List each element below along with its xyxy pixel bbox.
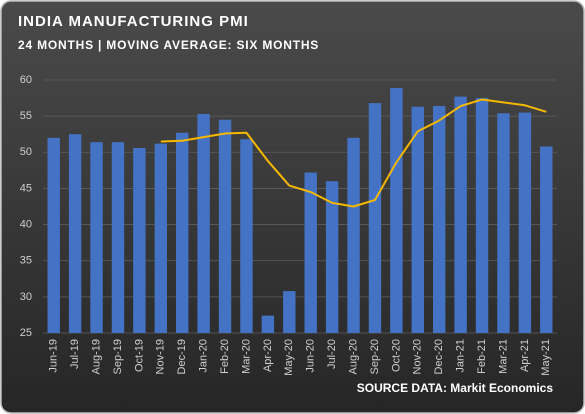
- y-tick-label: 60: [20, 74, 32, 86]
- bar: [261, 315, 275, 333]
- x-tick-label: Nov-20: [412, 339, 424, 374]
- bar: [390, 87, 403, 333]
- x-tick-label: Dec-19: [176, 339, 188, 374]
- bar: [133, 147, 146, 333]
- x-tick-label: Jan-21: [455, 339, 467, 373]
- x-tick-label: Apr-20: [262, 339, 274, 372]
- x-tick-label: Jun-20: [305, 339, 317, 373]
- x-tick-label: Jul-19: [69, 339, 81, 369]
- x-tick-label: Jul-20: [326, 339, 338, 369]
- bar: [154, 143, 168, 333]
- x-tick-label: Sep-19: [112, 339, 124, 374]
- x-tick-label: Jun-19: [48, 339, 60, 373]
- x-tick-label: Aug-20: [347, 339, 359, 374]
- bar: [283, 291, 296, 333]
- bar: [347, 137, 360, 333]
- x-tick-label: Mar-21: [497, 339, 509, 374]
- x-tick-label: Nov-19: [155, 339, 167, 374]
- x-tick-label: Dec-20: [433, 339, 445, 374]
- y-tick-label: 55: [20, 110, 32, 122]
- x-tick-label: Oct-20: [390, 339, 402, 372]
- bar: [325, 181, 339, 333]
- x-tick-label: Sep-20: [369, 339, 381, 374]
- chart-title: INDIA MANUFACTURING PMI: [18, 13, 249, 30]
- x-tick-label: Feb-21: [476, 339, 488, 374]
- bar: [218, 119, 232, 333]
- bar: [475, 98, 489, 333]
- bar: [47, 137, 60, 333]
- bar: [197, 113, 210, 333]
- y-tick-label: 25: [20, 327, 32, 339]
- bar: [411, 106, 425, 333]
- x-tick-label: Oct-19: [133, 339, 145, 372]
- y-tick-label: 30: [20, 291, 32, 303]
- x-tick-label: Apr-21: [519, 339, 531, 372]
- bar: [240, 139, 253, 333]
- x-tick-label: Feb-20: [219, 339, 231, 374]
- x-tick-label: Jan-20: [198, 339, 210, 373]
- bar: [68, 134, 82, 333]
- chart-subtitle: 24 MONTHS | MOVING AVERAGE: SIX MONTHS: [18, 38, 319, 52]
- x-tick-label: May-20: [283, 339, 295, 376]
- bar: [304, 172, 317, 333]
- source-note: SOURCE DATA: Markit Economics: [357, 381, 554, 395]
- x-tick-label: Aug-19: [90, 339, 102, 374]
- y-tick-label: 40: [20, 218, 32, 230]
- bar: [111, 142, 125, 333]
- bar: [497, 113, 510, 333]
- bar: [540, 146, 553, 333]
- bar: [175, 132, 189, 333]
- y-tick-label: 35: [20, 255, 32, 267]
- bar: [518, 112, 532, 334]
- bar: [432, 106, 446, 333]
- bar: [454, 96, 467, 333]
- y-tick-label: 45: [20, 182, 32, 194]
- y-tick-label: 50: [20, 146, 32, 158]
- bar: [90, 142, 103, 333]
- bar: [368, 103, 382, 333]
- moving-average-line: [160, 98, 547, 208]
- x-tick-label: May-21: [540, 339, 552, 376]
- x-tick-label: Mar-20: [240, 339, 252, 374]
